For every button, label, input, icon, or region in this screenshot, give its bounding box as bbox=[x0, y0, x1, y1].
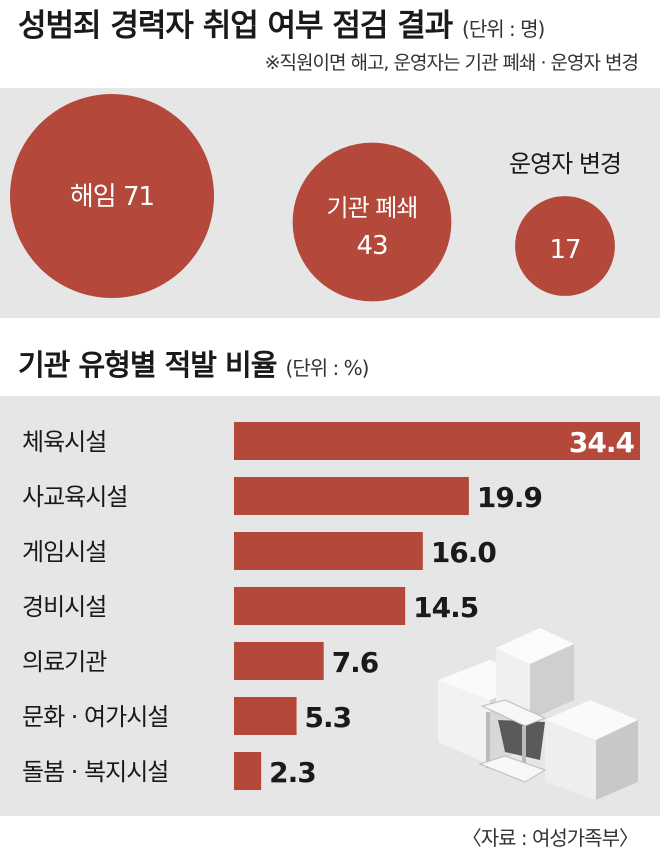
building-blocks-illustration bbox=[438, 628, 638, 800]
title-unit: (단위 : 명) bbox=[462, 17, 545, 41]
bar bbox=[234, 587, 406, 625]
bar-value-label: 14.5 bbox=[413, 591, 478, 624]
chart-title: 성범죄 경력자 취업 여부 점검 결과 (단위 : 명) bbox=[18, 0, 545, 45]
bar-value-label: 16.0 bbox=[431, 536, 497, 569]
bubble-1 bbox=[10, 94, 214, 298]
bubble-label: 해임 71 bbox=[70, 182, 154, 212]
bar-category-label: 사교육시설 bbox=[22, 483, 127, 511]
bar-category-label: 의료기관 bbox=[22, 648, 107, 676]
section2-unit: (단위 : %) bbox=[285, 356, 370, 380]
bubble-2 bbox=[292, 142, 452, 302]
section2-title-text: 기관 유형별 적발 비율 bbox=[18, 348, 277, 382]
bar-category-label: 경비시설 bbox=[22, 593, 106, 621]
bar-category-label: 돌봄 · 복지시설 bbox=[22, 758, 168, 786]
bubble-value: 17 bbox=[549, 235, 580, 265]
title-text: 성범죄 경력자 취업 여부 점검 결과 bbox=[18, 8, 453, 44]
bar bbox=[234, 642, 324, 680]
bar-category-label: 게임시설 bbox=[22, 538, 106, 566]
bubble-label: 운영자 변경 bbox=[509, 150, 621, 178]
bubble-label: 기관 폐쇄 bbox=[327, 194, 418, 222]
bar bbox=[234, 477, 469, 515]
subtitle: ※직원이면 해고, 운영자는 기관 폐쇄 · 운영자 변경 bbox=[264, 52, 639, 74]
bar-category-label: 문화 · 여가시설 bbox=[22, 703, 168, 731]
bar bbox=[234, 532, 423, 570]
bar bbox=[234, 752, 262, 790]
section2-title: 기관 유형별 적발 비율 (단위 : %) bbox=[18, 342, 370, 384]
bubble-value: 43 bbox=[356, 231, 387, 261]
bar-category-label: 체육시설 bbox=[22, 428, 106, 456]
bar-value-label: 34.4 bbox=[569, 426, 635, 459]
bar-value-label: 2.3 bbox=[269, 756, 316, 789]
bubble-3 bbox=[515, 196, 615, 296]
bar-value-label: 5.3 bbox=[305, 701, 352, 734]
bar bbox=[234, 697, 297, 735]
source-note: 〈자료 : 여성가족부〉 bbox=[461, 826, 639, 850]
bar-value-label: 7.6 bbox=[332, 646, 379, 679]
bar bbox=[234, 422, 640, 460]
bar-value-label: 19.9 bbox=[477, 481, 542, 514]
